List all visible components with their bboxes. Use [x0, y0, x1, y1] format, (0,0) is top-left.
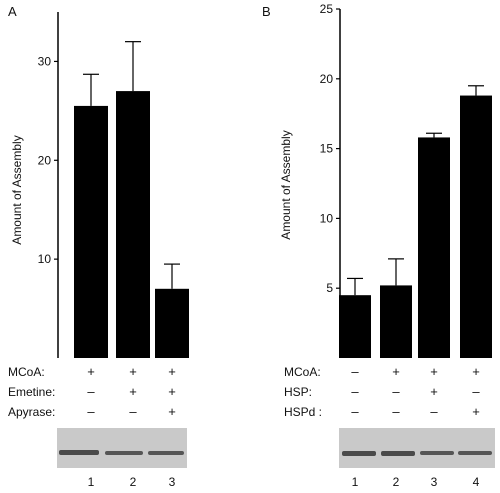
- panel-b-lane-numbers: 1 2 3 4: [352, 475, 480, 489]
- condition-mark: –: [87, 404, 95, 419]
- lane-number: 1: [352, 475, 359, 489]
- condition-mark: +: [129, 364, 137, 379]
- panel-a-conditions: MCoA: Emetine: Apyrase: + + + – + + – – +: [8, 364, 176, 419]
- row-label-hspd: HSPd :: [284, 405, 322, 419]
- y-tick-label: 25: [320, 2, 334, 16]
- condition-mark: +: [87, 364, 95, 379]
- condition-mark: –: [87, 384, 95, 399]
- panel-b-bars: [339, 85, 492, 358]
- condition-mark: –: [129, 404, 137, 419]
- condition-mark: –: [351, 384, 359, 399]
- condition-mark: –: [351, 404, 359, 419]
- bar: [418, 137, 450, 358]
- row-label-hsp: HSP:: [284, 385, 312, 399]
- lane-number: 3: [431, 475, 438, 489]
- row-label-mcoa: MCoA:: [8, 365, 45, 379]
- row-label-emetine: Emetine:: [8, 385, 55, 399]
- condition-mark: +: [168, 384, 176, 399]
- condition-mark: +: [392, 364, 400, 379]
- gel-band: [148, 451, 184, 455]
- lane-number: 4: [473, 475, 480, 489]
- condition-mark: –: [430, 404, 438, 419]
- gel-strip: [339, 428, 495, 468]
- row-label-apyrase: Apyrase:: [8, 405, 55, 419]
- lane-number: 2: [130, 475, 137, 489]
- y-tick-label: 10: [38, 252, 52, 266]
- panel-a: A Amount of Assembly 10 20 30 MCoA: Emetin…: [8, 4, 189, 489]
- gel-band: [105, 451, 143, 455]
- gel-band: [458, 451, 492, 455]
- panel-a-letter: A: [8, 4, 17, 19]
- panel-b-y-axis-label: Amount of Assembly: [279, 130, 293, 239]
- gel-band: [59, 450, 99, 455]
- panel-a-lane-numbers: 1 2 3: [88, 475, 176, 489]
- condition-mark: –: [472, 384, 480, 399]
- y-tick-label: 20: [38, 153, 52, 167]
- panel-b-y-axis: 5 10 15 20 25: [320, 2, 341, 358]
- lane-number: 1: [88, 475, 95, 489]
- y-tick-label: 5: [326, 281, 333, 295]
- condition-mark: +: [472, 364, 480, 379]
- y-tick-label: 15: [320, 142, 334, 156]
- y-tick-label: 10: [320, 211, 334, 225]
- gel-band: [342, 451, 376, 456]
- condition-mark: +: [129, 384, 137, 399]
- condition-mark: +: [168, 364, 176, 379]
- gel-strip: [57, 428, 187, 468]
- panel-a-bars: [74, 41, 189, 359]
- bar: [460, 95, 492, 358]
- y-tick-label: 20: [320, 72, 334, 86]
- y-tick-label: 30: [38, 54, 52, 68]
- panel-b-conditions: MCoA: HSP: HSPd : – + + + – – + – – – – +: [284, 364, 480, 419]
- bar: [155, 288, 189, 358]
- condition-mark: +: [168, 404, 176, 419]
- panel-b-gel: [339, 428, 495, 468]
- panel-a-gel: [57, 428, 187, 468]
- panel-a-y-axis-label: Amount of Assembly: [10, 135, 24, 244]
- condition-mark: +: [472, 404, 480, 419]
- bar: [380, 285, 412, 358]
- panel-b-letter: B: [262, 4, 271, 19]
- condition-mark: –: [351, 364, 359, 379]
- bar: [339, 295, 371, 358]
- bar: [74, 105, 108, 359]
- condition-mark: +: [430, 364, 438, 379]
- condition-mark: –: [392, 404, 400, 419]
- bar: [116, 91, 150, 358]
- lane-number: 3: [169, 475, 176, 489]
- gel-band: [381, 451, 415, 456]
- row-label-mcoa: MCoA:: [284, 365, 321, 379]
- panel-b: B Amount of Assembly 5 10 15 20 25 MCoA: HSP…: [262, 2, 495, 489]
- panel-a-y-axis: 10 20 30: [38, 12, 59, 358]
- lane-number: 2: [393, 475, 400, 489]
- condition-mark: –: [392, 384, 400, 399]
- condition-mark: +: [430, 384, 438, 399]
- gel-band: [420, 451, 454, 455]
